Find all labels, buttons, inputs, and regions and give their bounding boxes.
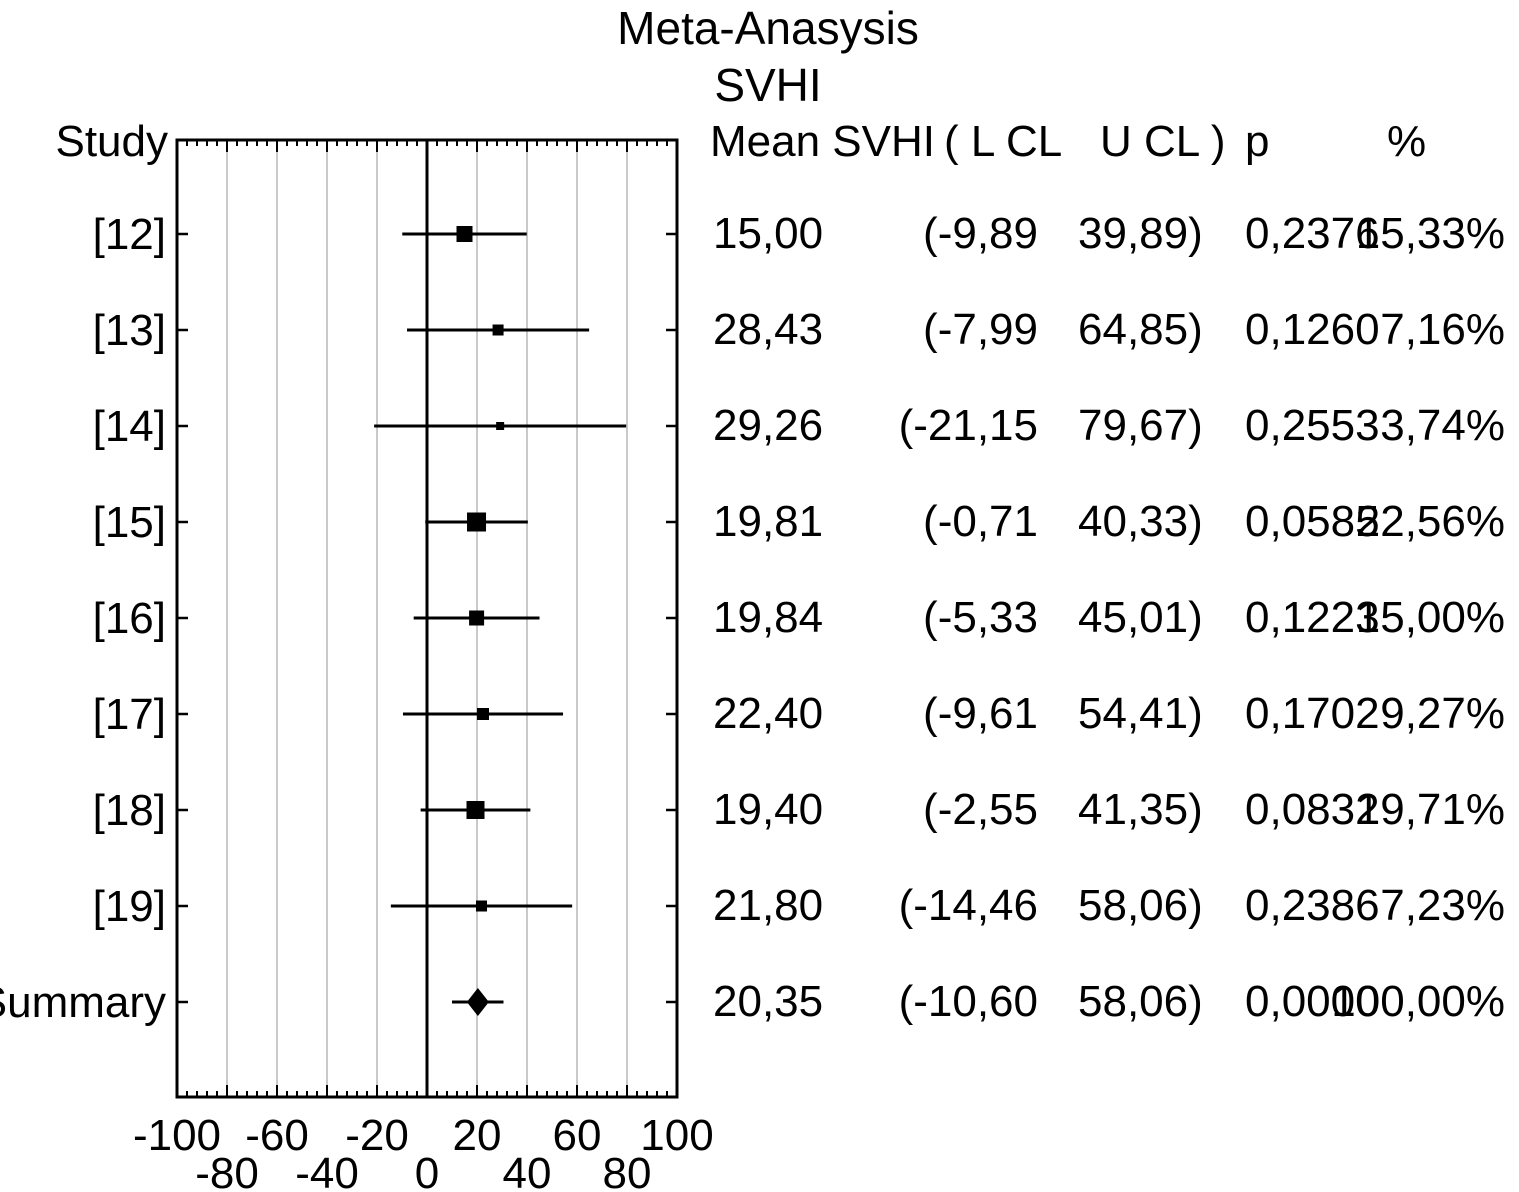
cell-lower-cl: (-5,33 <box>923 593 1038 642</box>
cell-lower-cl: (-7,99 <box>923 305 1038 354</box>
study-label: [15] <box>93 498 166 547</box>
axis-tick-label: -80 <box>195 1149 259 1192</box>
column-header-mean-svhi: Mean SVHI <box>710 117 935 166</box>
axis-tick-label: -60 <box>245 1111 309 1160</box>
cell-lower-cl: (-9,89 <box>923 209 1038 258</box>
cell-mean-svhi: 29,26 <box>713 401 824 450</box>
cell-weight-percent: 7,16% <box>1380 305 1505 354</box>
cell-p-value: 0,0585 <box>1245 497 1380 546</box>
cell-lower-cl: (-10,60 <box>898 977 1038 1026</box>
cell-lower-cl: (-2,55 <box>923 785 1038 834</box>
axis-tick-label: 100 <box>640 1111 713 1160</box>
cell-weight-percent: 15,33% <box>1355 209 1505 258</box>
axis-tick-label: -100 <box>133 1111 221 1160</box>
mean-square-marker <box>469 610 485 626</box>
axis-tick-label: 80 <box>603 1149 652 1192</box>
column-header-lower-cl: ( L CL <box>944 117 1063 166</box>
summary-diamond-marker <box>466 988 489 1016</box>
study-label: [16] <box>93 594 166 643</box>
chart-subtitle: SVHI <box>714 59 822 111</box>
cell-mean-svhi: 21,80 <box>713 881 824 930</box>
cell-upper-cl: 54,41) <box>1078 689 1203 738</box>
mean-square-marker <box>456 226 473 242</box>
axis-tick-label: 60 <box>553 1111 602 1160</box>
study-label: [19] <box>93 882 166 931</box>
cell-upper-cl: 58,06) <box>1078 977 1203 1026</box>
cell-lower-cl: (-21,15 <box>898 401 1038 450</box>
mean-square-marker <box>467 512 487 532</box>
study-label: [17] <box>93 690 166 739</box>
cell-upper-cl: 79,67) <box>1078 401 1203 450</box>
cell-lower-cl: (-0,71 <box>923 497 1038 546</box>
cell-p-value: 0,1223 <box>1245 593 1380 642</box>
study-label: [14] <box>93 402 166 451</box>
cell-upper-cl: 45,01) <box>1078 593 1203 642</box>
cell-p-value: 0,2553 <box>1245 401 1380 450</box>
column-header-study: Study <box>55 117 168 166</box>
cell-upper-cl: 64,85) <box>1078 305 1203 354</box>
cell-mean-svhi: 28,43 <box>713 305 824 354</box>
cell-weight-percent: 19,71% <box>1355 785 1505 834</box>
cell-mean-svhi: 19,84 <box>713 593 824 642</box>
study-label: [18] <box>93 786 166 835</box>
column-header-upper-cl: U CL ) <box>1100 117 1226 166</box>
chart-title-block: Meta-Anasysis SVHI <box>468 0 1068 114</box>
cell-upper-cl: 41,35) <box>1078 785 1203 834</box>
cell-p-value: 0,0832 <box>1245 785 1380 834</box>
cell-mean-svhi: 19,40 <box>713 785 824 834</box>
cell-weight-percent: 22,56% <box>1355 497 1505 546</box>
cell-upper-cl: 40,33) <box>1078 497 1203 546</box>
mean-square-marker <box>466 801 485 819</box>
cell-p-value: 0,2386 <box>1245 881 1380 930</box>
cell-mean-svhi: 22,40 <box>713 689 824 738</box>
chart-title: Meta-Anasysis <box>617 2 919 54</box>
cell-p-value: 0,2376 <box>1245 209 1380 258</box>
cell-weight-percent: 7,23% <box>1380 881 1505 930</box>
mean-square-marker <box>496 422 505 430</box>
study-label: [12] <box>93 210 166 259</box>
cell-weight-percent: 3,74% <box>1380 401 1505 450</box>
cell-p-value: 0,0000 <box>1245 977 1380 1026</box>
cell-p-value: 0,1702 <box>1245 689 1380 738</box>
cell-upper-cl: 58,06) <box>1078 881 1203 930</box>
axis-tick-label: 20 <box>453 1111 502 1160</box>
axis-tick-label: -20 <box>345 1111 409 1160</box>
cell-mean-svhi: 15,00 <box>713 209 824 258</box>
cell-weight-percent: 9,27% <box>1380 689 1505 738</box>
cell-mean-svhi: 19,81 <box>713 497 824 546</box>
column-header-weight-percent: % <box>1387 117 1427 166</box>
cell-upper-cl: 39,89) <box>1078 209 1203 258</box>
study-label: [13] <box>93 306 166 355</box>
cell-lower-cl: (-9,61 <box>923 689 1038 738</box>
cell-lower-cl: (-14,46 <box>898 881 1038 930</box>
mean-square-marker <box>477 708 489 720</box>
cell-mean-svhi: 20,35 <box>713 977 824 1026</box>
column-header-p-value: p <box>1245 117 1270 166</box>
axis-tick-label: 0 <box>415 1149 439 1192</box>
mean-square-marker <box>476 900 487 912</box>
cell-weight-percent: 15,00% <box>1355 593 1505 642</box>
axis-tick-label: -40 <box>295 1149 359 1192</box>
cell-weight-percent: 100,00% <box>1331 977 1505 1026</box>
axis-tick-label: 40 <box>503 1149 552 1192</box>
study-label: Summary <box>0 978 166 1027</box>
cell-p-value: 0,1260 <box>1245 305 1380 354</box>
mean-square-marker <box>492 324 504 336</box>
